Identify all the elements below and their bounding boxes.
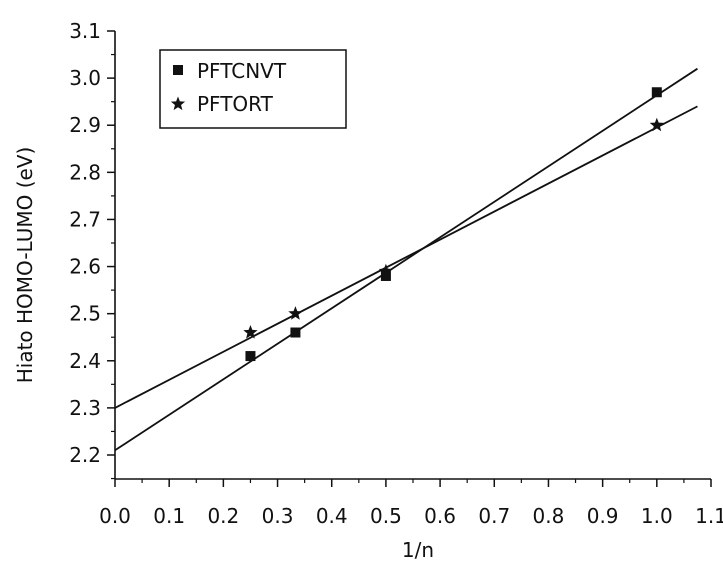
legend-label-pftort: PFTORT xyxy=(197,92,274,116)
fit-line-pftort xyxy=(114,105,698,409)
legend-label-pftcnvt: PFTCNVT xyxy=(197,59,287,83)
y-tick-label: 3.1 xyxy=(69,19,101,43)
y-tick-label: 3.0 xyxy=(69,66,101,90)
x-tick-label: 0.3 xyxy=(262,504,294,528)
x-tick-label: 1.1 xyxy=(695,504,723,528)
point-pftcnvt xyxy=(380,270,391,281)
point-pftcnvt xyxy=(651,87,662,98)
legend-marker-pftcnvt xyxy=(173,65,183,75)
x-tick-label: 0.5 xyxy=(370,504,402,528)
y-tick-label: 2.7 xyxy=(69,207,101,231)
fit-line-pftcnvt xyxy=(114,67,698,452)
y-tick-label: 2.2 xyxy=(69,443,101,467)
x-tick-label: 0.2 xyxy=(207,504,239,528)
point-pftort xyxy=(288,306,303,320)
axes: 0.0 0.1 0.2 0.3 0.4 0.5 0.6 0.7 0.8 0.9 1.0 1.1 2.2 2… xyxy=(69,19,723,528)
x-axis-title: 1/n xyxy=(402,538,434,562)
point-pftort xyxy=(649,117,664,132)
x-tick-label: 0.8 xyxy=(533,504,565,528)
x-tick-label: 0.6 xyxy=(424,504,456,528)
fit-lines xyxy=(114,67,698,452)
y-tick-label: 2.9 xyxy=(69,113,101,137)
x-tick-label: 0.7 xyxy=(478,504,510,528)
data-points xyxy=(243,87,664,362)
point-pftort xyxy=(378,263,394,278)
y-tick-label: 2.3 xyxy=(69,396,101,420)
y-tick-label: 2.8 xyxy=(69,160,101,184)
x-tick-label: 1.0 xyxy=(641,504,673,528)
legend-box xyxy=(159,49,347,129)
y-tick-label: 2.5 xyxy=(69,302,101,326)
y-tick-label: 2.6 xyxy=(69,255,101,279)
x-tick-label: 0.0 xyxy=(99,504,131,528)
point-pftcnvt xyxy=(290,327,301,338)
legend-marker-pftort xyxy=(170,96,186,111)
y-axis-title: Hiato HOMO-LUMO (eV) xyxy=(13,147,37,384)
x-tick-label: 0.1 xyxy=(153,504,185,528)
y-tick-label: 2.4 xyxy=(69,349,101,373)
point-pftort xyxy=(243,325,258,339)
legend: PFTCNVT PFTORT xyxy=(159,49,347,129)
point-pftcnvt xyxy=(245,351,256,362)
x-tick-label: 0.4 xyxy=(316,504,348,528)
x-tick-label: 0.9 xyxy=(587,504,619,528)
